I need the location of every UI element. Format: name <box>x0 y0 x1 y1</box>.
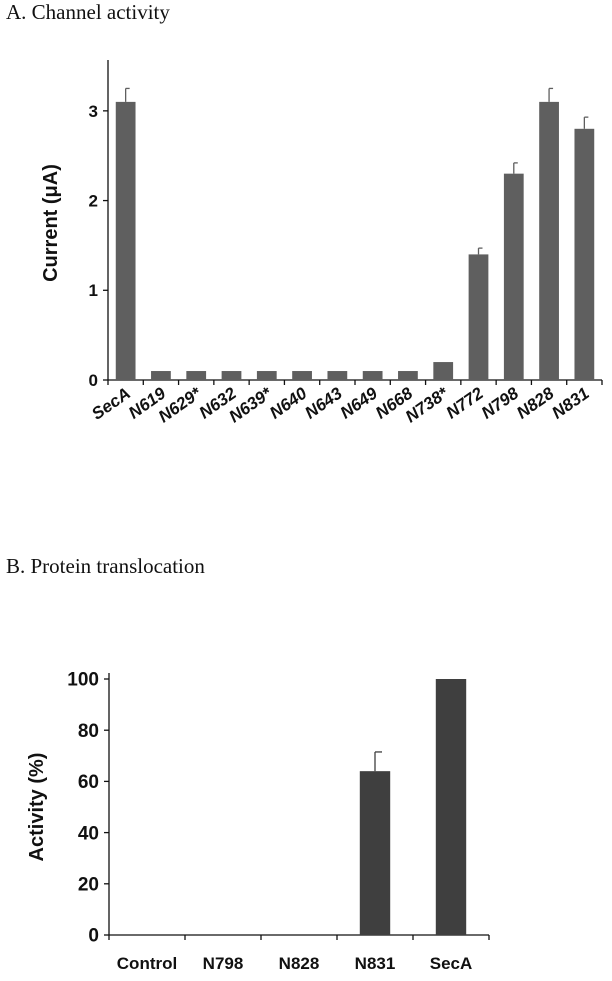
y-tick-label: 1 <box>89 281 98 300</box>
category-label: N828 <box>279 954 320 973</box>
y-tick-label: 2 <box>89 192 98 211</box>
category-label: SecA <box>430 954 473 973</box>
category-label: N831 <box>355 954 396 973</box>
y-tick-label: 40 <box>78 823 99 844</box>
panel-b-title: B. Protein translocation <box>6 554 205 578</box>
bar <box>151 371 171 380</box>
category-label: Control <box>117 954 177 973</box>
y-tick-label: 0 <box>89 371 98 390</box>
bar <box>186 371 207 380</box>
panel-a-title: A. Channel activity <box>6 0 170 24</box>
y-tick-label: 100 <box>67 670 99 691</box>
bar <box>539 101 559 380</box>
bar <box>435 679 467 935</box>
bar <box>362 371 383 380</box>
bar <box>574 128 595 380</box>
bar <box>256 371 277 380</box>
channel-activity-chart: 0123SecAN619N629*N632N639*N640N643N649N6… <box>40 60 603 426</box>
bar <box>468 254 489 380</box>
y-tick-label: 80 <box>78 721 99 742</box>
bar <box>115 101 136 380</box>
bar <box>292 371 312 380</box>
bar <box>433 362 454 380</box>
y-tick-label: 60 <box>78 772 99 793</box>
y-tick-label: 0 <box>88 926 99 947</box>
y-axis-title: Activity (%) <box>26 753 48 862</box>
y-tick-label: 20 <box>78 874 99 895</box>
bar <box>398 371 418 380</box>
bar <box>221 371 242 380</box>
y-tick-label: 3 <box>89 102 98 121</box>
bar <box>503 173 524 380</box>
category-label: N798 <box>203 954 244 973</box>
bar <box>327 371 348 380</box>
bar <box>359 771 391 935</box>
y-axis-title: Current (μA) <box>40 164 62 282</box>
